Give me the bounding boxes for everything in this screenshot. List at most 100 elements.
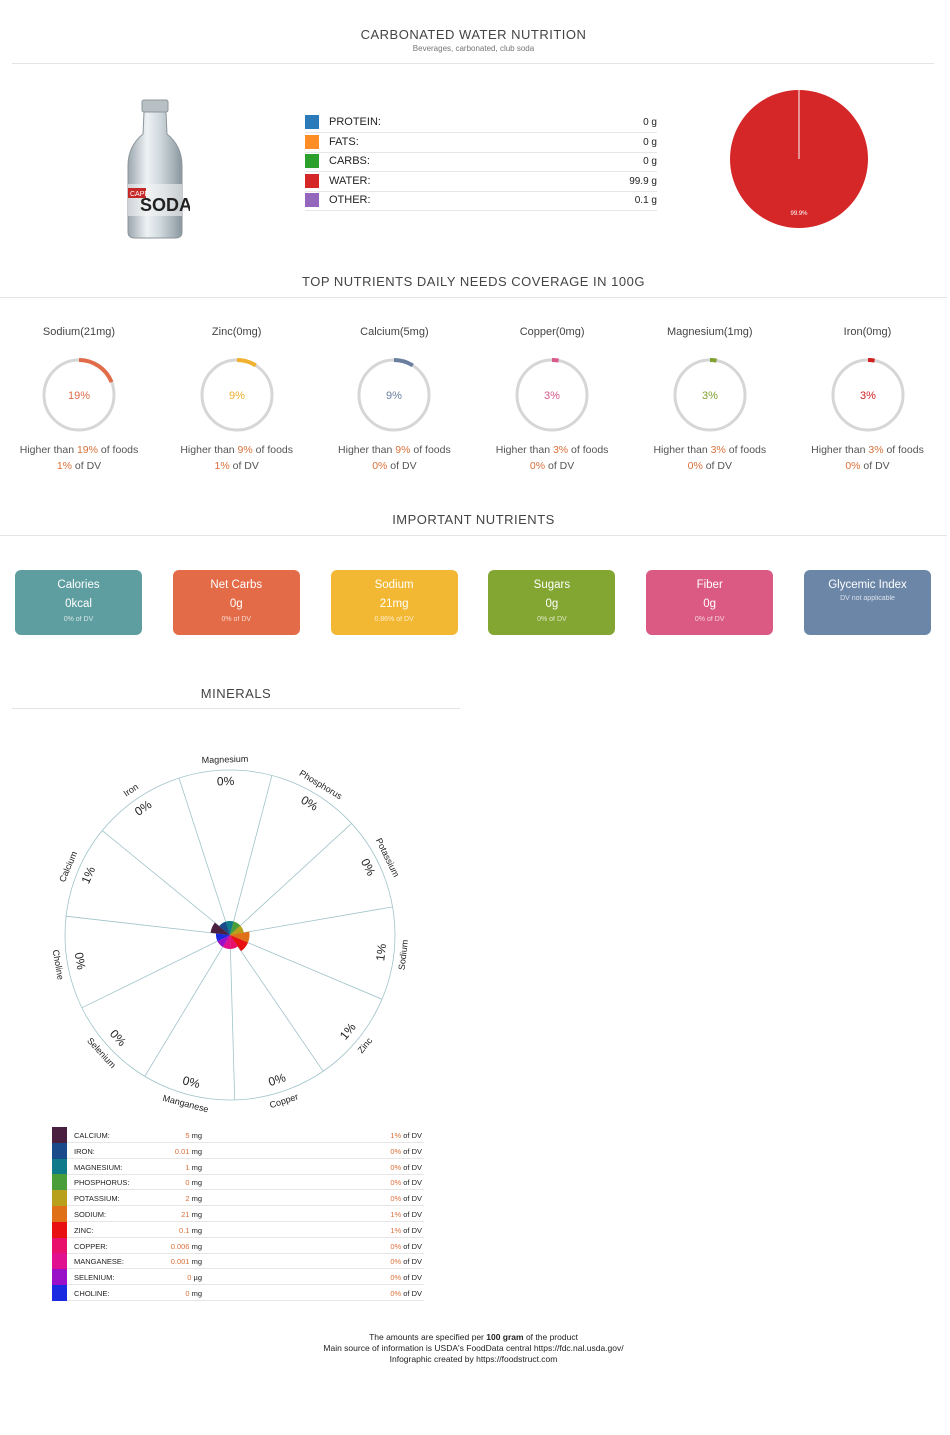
coverage-ring-arc (830, 358, 905, 432)
mineral-dv-number: 0% (390, 1162, 402, 1172)
coverage-dv-post: of DV (72, 460, 102, 472)
nutrient-box: Sugars 0g 0% of DV (488, 570, 616, 635)
mineral-name: CHOLINE: (74, 1289, 110, 1298)
mineral-dv-post: of DV (401, 1225, 422, 1235)
radial-category-label: Potassium (374, 836, 402, 878)
mineral-dv-number: 0% (390, 1257, 402, 1267)
coverage-dv-text: 0% of DV (315, 460, 473, 472)
important-title: IMPORTANT NUTRIENTS (392, 512, 555, 527)
mineral-dv-post: of DV (401, 1131, 422, 1140)
mineral-row: ZINC: 0.1 mg 1% of DV (52, 1221, 424, 1238)
macro-color-swatch (305, 134, 319, 149)
mineral-amount-number: 5 (185, 1131, 190, 1140)
radial-value-label: 0% (132, 797, 154, 819)
coverage-foods-value: 9% (395, 444, 411, 456)
coverage-item: Iron(0mg) 3% Higher than 3% of foods 0% of … (789, 326, 947, 472)
mineral-row: CALCIUM: 5 mg 1% of DV (52, 1127, 424, 1143)
radial-value-label: 0% (298, 793, 320, 814)
mineral-dv-post: of DV (401, 1178, 422, 1188)
mineral-amount: 0.1 mg (179, 1226, 202, 1235)
coverage-foods-pre: Higher than (19, 444, 77, 456)
nutrient-box-value: 0kcal (65, 598, 92, 610)
macro-name: WATER: (329, 174, 371, 187)
mineral-name: CALCIUM: (74, 1131, 110, 1140)
mineral-dv: 0% of DV (390, 1163, 422, 1172)
mineral-amount-number: 0.006 (170, 1241, 190, 1251)
coverage-dv-value: 1% (56, 460, 72, 472)
macro-pie-chart: 99.9% (730, 90, 868, 228)
coverage-ring-arc (199, 358, 274, 432)
mineral-dv-number: 0% (390, 1194, 402, 1204)
nutrient-box-name: Calories (57, 579, 100, 591)
radial-bar-calcium (210, 922, 230, 935)
radial-bar-iron (219, 921, 230, 935)
footer-line-1: The amounts are specified per 100 gram o… (369, 1332, 578, 1342)
mineral-dv: 0% of DV (390, 1242, 422, 1251)
coverage-dv-value: 0% (845, 460, 861, 472)
radial-category-label: Iron (122, 782, 140, 799)
mineral-amount-number: 0.01 (174, 1146, 190, 1156)
mineral-amount-unit: mg (189, 1131, 202, 1140)
mineral-row: MAGNESIUM: 1 mg 0% of DV (52, 1158, 424, 1175)
radial-value-label: 0% (358, 856, 378, 878)
coverage-foods-post: of foods (725, 444, 767, 456)
radial-bar-magnesium (225, 921, 234, 935)
radial-bar-phosphorus (230, 921, 241, 935)
mineral-color-swatch (52, 1190, 67, 1207)
radial-spoke (229, 934, 383, 1000)
radial-category-label: Manganese (162, 1093, 210, 1115)
coverage-item: Calcium(5mg) 9% Higher than 9% of foods 0% … (315, 326, 473, 472)
coverage-dv-post: of DV (702, 460, 732, 472)
coverage-ring: 3% (672, 358, 747, 432)
footer-line-2: Main source of information is USDA's Foo… (323, 1343, 624, 1353)
coverage-percent: 9% (229, 390, 245, 402)
header-divider (12, 63, 934, 64)
mineral-dv: 1% of DV (390, 1131, 422, 1140)
radial-value-label: 0% (107, 1027, 129, 1049)
soda-bottle-icon: CAPE SODA (120, 98, 192, 242)
mineral-dv-post: of DV (401, 1210, 422, 1219)
coverage-ring-arc (672, 358, 747, 432)
mineral-color-swatch (52, 1142, 67, 1159)
macro-name: PROTEIN: (329, 116, 381, 128)
radial-bar-sodium (230, 931, 250, 943)
nutrient-box-name: Net Carbs (210, 579, 263, 591)
mineral-name: ZINC: (74, 1225, 94, 1235)
mineral-name: SELENIUM: (74, 1273, 115, 1283)
coverage-dv-text: 1% of DV (158, 460, 316, 472)
macro-color-swatch (305, 115, 319, 129)
mineral-row: POTASSIUM: 2 mg 0% of DV (52, 1190, 424, 1207)
mineral-amount: 0.006 mg (171, 1242, 202, 1251)
coverage-ring: 9% (357, 358, 432, 432)
nutrient-box-dv: 0% of DV (537, 616, 567, 623)
macro-color-swatch (305, 193, 319, 207)
mineral-amount-number: 1 (185, 1162, 190, 1172)
footer: The amounts are specified per 100 gram o… (0, 1332, 947, 1365)
mineral-dv: 1% of DV (390, 1210, 422, 1219)
radial-outer-ring (64, 769, 396, 1101)
mineral-dv-post: of DV (401, 1273, 422, 1283)
macro-value: 0 g (643, 156, 657, 167)
macro-row: FATS: 0 g (305, 134, 657, 153)
nutrient-box: Sodium 21mg 0.86% of DV (330, 570, 458, 635)
mineral-amount-unit: mg (189, 1178, 202, 1188)
coverage-percent: 9% (386, 390, 402, 402)
mineral-amount-unit: mg (189, 1225, 202, 1235)
radial-bar-zinc (230, 935, 248, 952)
mineral-dv: 0% of DV (390, 1257, 422, 1266)
nutrient-box: Calories 0kcal 0% of DV (15, 570, 142, 635)
mineral-name: POTASSIUM: (74, 1194, 120, 1204)
macro-row: OTHER: 0.1 g (305, 192, 657, 211)
mineral-color-swatch (52, 1206, 67, 1222)
coverage-label: Calcium(5mg) (360, 326, 429, 338)
coverage-percent: 3% (860, 390, 876, 402)
radial-value-label: 1% (373, 943, 389, 962)
coverage-foods-pre: Higher than (338, 444, 396, 456)
mineral-row: SELENIUM: 0 µg 0% of DV (52, 1269, 424, 1286)
coverage-label: Sodium(21mg) (42, 326, 116, 338)
footer-line-3: Infographic created by https://foodstruc… (389, 1354, 558, 1364)
coverage-percent: 3% (702, 390, 718, 402)
radial-spoke (229, 934, 324, 1072)
radial-value-label: 0% (181, 1073, 202, 1091)
mineral-dv-number: 0% (390, 1289, 402, 1298)
